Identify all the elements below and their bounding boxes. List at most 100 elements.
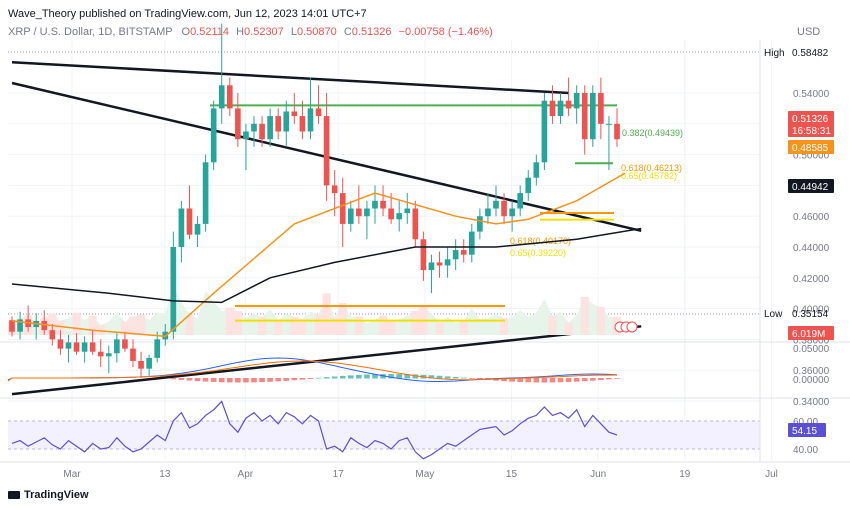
macd-histogram-bar: [557, 378, 564, 383]
candle-up: [589, 93, 596, 140]
macd-histogram-bar: [388, 374, 394, 379]
macd-histogram-bar: [202, 378, 209, 382]
macd-histogram-bar: [444, 376, 451, 379]
candle-up: [251, 123, 257, 132]
rsi-badge: 54.15: [792, 426, 817, 437]
high-label: H: [236, 26, 245, 38]
volume-bar-down: [322, 293, 331, 335]
candle-down: [315, 108, 322, 117]
candle-up: [557, 100, 564, 117]
y-tick-label: 0.50000: [793, 151, 830, 162]
x-tick-label: 17: [333, 469, 345, 480]
fib-label: 0.618(0.46213): [621, 163, 682, 173]
currency-label: USD: [797, 26, 821, 38]
candle-up: [267, 116, 273, 140]
candle-down: [235, 108, 241, 140]
macd-histogram-bar: [525, 378, 532, 383]
close-label: C: [343, 26, 352, 38]
x-tick-label: 15: [506, 469, 518, 480]
candle-up: [347, 208, 354, 224]
candle-down: [73, 342, 80, 352]
low-label: L: [290, 26, 297, 38]
volume-bar-down: [500, 318, 509, 335]
candle-up: [81, 342, 88, 352]
candle-up: [517, 193, 524, 209]
candle-down: [186, 208, 193, 235]
y-tick-label: 0.36000: [793, 366, 830, 377]
candle-down: [130, 348, 136, 361]
volume-area: [7, 285, 622, 335]
moving-averages: [11, 172, 642, 338]
candle-down: [581, 93, 588, 140]
volume-bar-down: [88, 315, 97, 335]
macd-signal-line: [7, 360, 618, 382]
y-tick-label: 0.34000: [793, 397, 830, 408]
low-label: Low: [764, 309, 783, 320]
rsi-band: [8, 421, 760, 449]
x-tick-label: Mar: [63, 469, 81, 480]
candle-up: [452, 250, 459, 260]
candle-down: [565, 100, 572, 109]
candle-up: [485, 208, 491, 217]
candle-down: [549, 100, 556, 117]
last-price-badge-bg: [788, 111, 834, 125]
macd-pane: [7, 357, 620, 383]
macd-histogram-bar: [372, 374, 378, 379]
macd-histogram-bar: [606, 378, 612, 380]
volume-bar-down: [72, 312, 81, 335]
candle-down: [138, 360, 144, 369]
macd-histogram-bar: [243, 378, 249, 383]
macd-histogram-bar: [323, 377, 330, 379]
candle-up: [404, 208, 411, 214]
volume-bar-down: [137, 314, 146, 335]
symbol-ohlc-line: XRP / U.S. Dollar, 1D, BITSTAMP O0.52114…: [8, 26, 493, 38]
volume-bar-down: [185, 315, 194, 335]
low-value: 0.50870: [296, 26, 337, 38]
candle-up: [493, 200, 499, 209]
volume-bar-down: [274, 320, 283, 335]
macd-histogram-bar: [549, 378, 556, 383]
candle-up: [444, 259, 451, 266]
y-tick-label: 0.54000: [793, 89, 830, 100]
candle-down: [598, 93, 604, 124]
x-tick-label: Apr: [238, 469, 254, 480]
candle-up: [468, 231, 475, 255]
volume-bar-down: [596, 307, 605, 335]
macd-histogram-bar: [331, 376, 338, 379]
volume-bar-down: [128, 316, 138, 335]
candle-down: [501, 200, 507, 217]
candle-down: [412, 208, 419, 240]
macd-histogram-bar: [251, 378, 257, 383]
macd-histogram-bar: [170, 378, 177, 380]
macd-histogram-bar: [339, 375, 346, 379]
macd-histogram-bar: [267, 378, 273, 382]
candle-up: [146, 357, 152, 369]
candle-down: [420, 239, 427, 271]
volume-bar-down: [379, 315, 388, 335]
rsi-line: [11, 400, 618, 460]
candle-up: [170, 247, 177, 332]
macd-histogram-bar: [404, 374, 411, 379]
volume-bar-down: [459, 320, 468, 335]
low-value: 0.35154: [792, 309, 829, 320]
volume-bar-down: [548, 316, 557, 335]
candle-down: [226, 85, 233, 109]
macd-histogram-bar: [517, 378, 524, 383]
countdown-badge-bg: [788, 123, 834, 137]
change-value: −0.00758 (−1.46%): [398, 26, 493, 38]
volume-bar-down: [56, 320, 65, 335]
candle-up: [364, 208, 370, 217]
horizontal-levels: 0.382(0.49439) 0.618(0.46213)0.65(0.45782…: [210, 104, 683, 322]
macd-histogram-bar: [299, 378, 306, 380]
macd-axis-label: 0.05000: [793, 344, 830, 355]
macd-histogram-bar: [477, 378, 483, 380]
x-tick-label: 13: [159, 469, 171, 480]
candle-up: [396, 213, 403, 220]
candle-up: [606, 123, 612, 125]
fib-label: 0.382(0.49439): [622, 128, 683, 138]
candle-up: [114, 339, 120, 354]
macd-histogram-bar: [178, 378, 185, 380]
candle-up: [509, 208, 515, 217]
macd-histogram-bar: [614, 378, 620, 379]
